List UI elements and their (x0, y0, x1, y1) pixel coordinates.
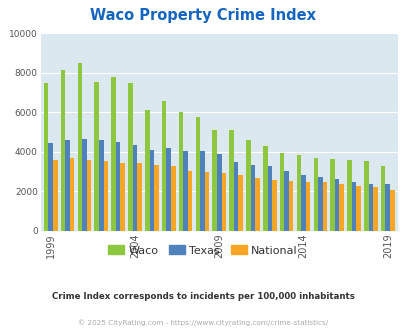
Bar (330, 159, 334, 231)
Bar (221, 173, 226, 231)
Bar (238, 175, 242, 231)
Bar (229, 130, 233, 231)
Bar (204, 172, 209, 231)
Bar (99, 140, 103, 231)
Bar (48, 143, 53, 231)
Bar (44, 82, 48, 231)
Bar (120, 163, 125, 231)
Bar (87, 160, 91, 231)
Bar (115, 142, 120, 231)
Bar (183, 151, 188, 231)
Bar (154, 165, 158, 231)
Bar (178, 112, 183, 231)
Bar (368, 184, 372, 231)
Bar (267, 166, 271, 231)
Bar (77, 63, 82, 231)
Bar (351, 182, 356, 231)
Bar (339, 184, 343, 231)
Bar (65, 140, 70, 231)
Bar (372, 187, 377, 231)
Bar (212, 130, 216, 231)
Bar (188, 171, 192, 231)
Bar (53, 160, 58, 231)
Bar (334, 179, 339, 231)
Bar (262, 146, 267, 231)
Bar (317, 177, 322, 231)
Bar (271, 180, 276, 231)
Bar (195, 117, 200, 231)
Bar (250, 165, 255, 231)
Bar (380, 166, 384, 231)
Bar (166, 148, 171, 231)
Bar (149, 150, 154, 231)
Bar (301, 175, 305, 231)
Bar (162, 101, 166, 231)
Bar (305, 182, 309, 231)
Bar (389, 190, 394, 231)
Bar (279, 153, 283, 231)
Bar (111, 77, 115, 231)
Bar (82, 139, 87, 231)
Bar (356, 186, 360, 231)
Bar (363, 161, 368, 231)
Bar (216, 154, 221, 231)
Text: Waco Property Crime Index: Waco Property Crime Index (90, 8, 315, 23)
Bar (103, 161, 108, 231)
Bar (128, 83, 132, 231)
Bar (284, 171, 288, 231)
Legend: Waco, Texas, National: Waco, Texas, National (104, 241, 301, 260)
Text: Crime Index corresponds to incidents per 100,000 inhabitants: Crime Index corresponds to incidents per… (51, 292, 354, 301)
Bar (346, 160, 351, 231)
Bar (145, 110, 149, 231)
Bar (61, 70, 65, 231)
Bar (255, 178, 259, 231)
Bar (171, 166, 175, 231)
Text: © 2025 CityRating.com - https://www.cityrating.com/crime-statistics/: © 2025 CityRating.com - https://www.city… (78, 319, 327, 326)
Bar (296, 155, 301, 231)
Bar (322, 182, 326, 231)
Bar (137, 163, 141, 231)
Bar (132, 145, 137, 231)
Bar (70, 158, 74, 231)
Bar (94, 82, 99, 231)
Bar (245, 140, 250, 231)
Bar (200, 151, 204, 231)
Bar (384, 184, 389, 231)
Bar (288, 181, 293, 231)
Bar (313, 158, 317, 231)
Bar (233, 162, 238, 231)
